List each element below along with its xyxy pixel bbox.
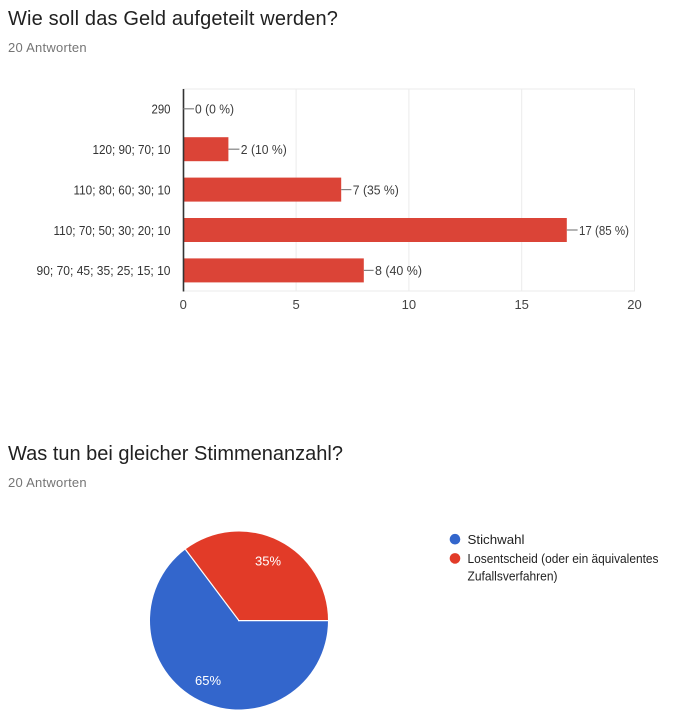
svg-text:17 (85 %): 17 (85 %) <box>579 223 629 238</box>
svg-text:90; 70; 45; 35; 25; 15; 10: 90; 70; 45; 35; 25; 15; 10 <box>37 263 171 278</box>
svg-text:8 (40 %): 8 (40 %) <box>375 263 422 278</box>
svg-text:110; 80; 60; 30; 10: 110; 80; 60; 30; 10 <box>74 182 171 197</box>
svg-text:10: 10 <box>402 297 416 312</box>
svg-text:110; 70; 50; 30; 20; 10: 110; 70; 50; 30; 20; 10 <box>54 223 171 238</box>
svg-text:2 (10 %): 2 (10 %) <box>241 142 287 157</box>
svg-text:15: 15 <box>514 297 528 312</box>
svg-text:35%: 35% <box>255 554 281 569</box>
svg-text:5: 5 <box>292 297 299 312</box>
svg-text:20: 20 <box>627 297 641 312</box>
svg-text:0: 0 <box>180 297 187 312</box>
svg-text:0 (0 %): 0 (0 %) <box>195 102 234 117</box>
svg-text:Losentscheid (oder ein äquival: Losentscheid (oder ein äquivalentes <box>468 551 659 566</box>
svg-text:7 (35 %): 7 (35 %) <box>353 182 399 197</box>
svg-text:Zufallsverfahren): Zufallsverfahren) <box>468 569 558 584</box>
svg-text:290: 290 <box>152 102 171 117</box>
svg-text:Stichwahl: Stichwahl <box>468 532 525 547</box>
svg-text:120; 90; 70; 10: 120; 90; 70; 10 <box>93 142 171 157</box>
svg-text:65%: 65% <box>195 673 221 688</box>
